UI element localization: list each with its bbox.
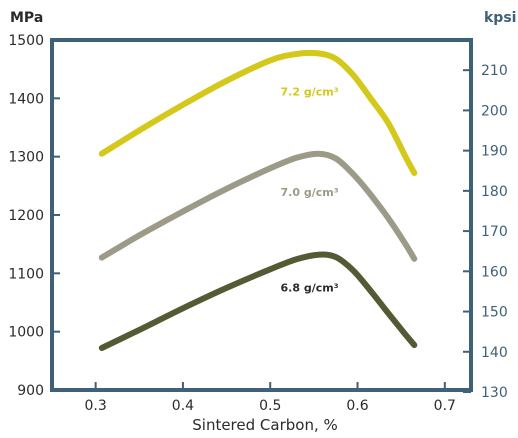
- y-right-tick-label: 180: [481, 184, 508, 200]
- y-right-tick-label: 140: [481, 345, 508, 361]
- x-tick-label: 0.3: [85, 398, 107, 414]
- y-left-tick-label: 1200: [8, 208, 44, 224]
- series-line-0: [98, 49, 418, 176]
- y-left-tick-label: 900: [17, 383, 44, 399]
- y-right-tick-label: 170: [481, 224, 508, 240]
- series-label-1: 7.0 g/cm³: [281, 186, 339, 199]
- y-left-tick-label: 1100: [8, 266, 44, 282]
- x-tick-label: 0.6: [346, 398, 368, 414]
- y-right-tick-label: 130: [481, 385, 508, 401]
- series-line-2: [98, 251, 418, 351]
- y-right-tick-label: 190: [481, 144, 508, 160]
- x-axis-label: Sintered Carbon, %: [192, 416, 338, 434]
- y-axis-right-unit: kpsi: [484, 10, 516, 26]
- y-right-tick-label: 160: [481, 264, 508, 280]
- y-right-tick-label: 200: [481, 103, 508, 119]
- y-left-tick-label: 1000: [8, 325, 44, 341]
- x-tick-label: 0.5: [259, 398, 281, 414]
- y-left-tick-label: 1400: [8, 91, 44, 107]
- y-right-tick-label: 150: [481, 305, 508, 321]
- y-left-tick-label: 1300: [8, 150, 44, 166]
- x-tick-label: 0.7: [434, 398, 456, 414]
- x-tick-label: 0.4: [172, 398, 194, 414]
- y-left-tick-label: 1500: [8, 33, 44, 49]
- series-line-1: [98, 150, 418, 262]
- y-axis-left-unit: MPa: [10, 10, 43, 26]
- y-right-tick-label: 210: [481, 63, 508, 79]
- series-label-2: 6.8 g/cm³: [281, 282, 339, 295]
- series-label-0: 7.2 g/cm³: [281, 85, 339, 98]
